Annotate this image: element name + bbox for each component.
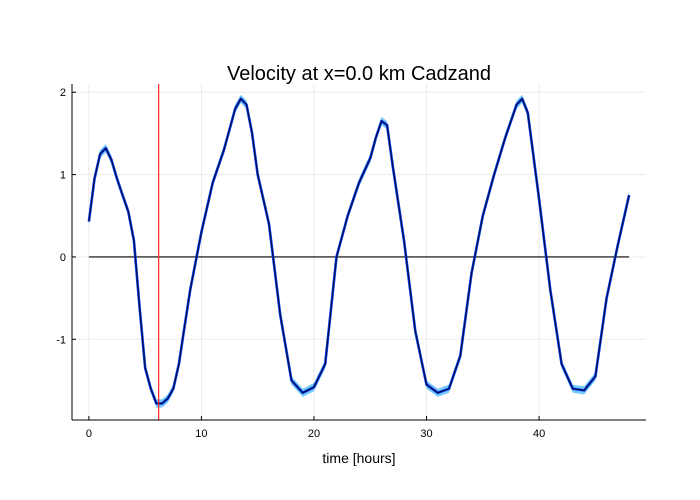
mean-line [88,98,630,404]
y-tick-label: 1 [60,170,66,182]
x-gridlines [88,84,540,420]
x-tick-label: 40 [533,428,545,440]
y-tick-labels: -1 0 1 2 [56,87,76,346]
y-tick-label: -1 [56,334,66,346]
x-tick-labels: 0 10 20 30 40 [86,416,545,440]
series-layer [87,97,631,405]
y-tick-label: 2 [60,87,66,99]
x-tick-label: 10 [195,428,207,440]
x-tick-label: 30 [420,428,432,440]
x-tick-label: 0 [86,428,92,440]
chart-title: Velocity at x=0.0 km Cadzand [227,63,491,85]
y-tick-label: 0 [60,252,66,264]
x-tick-label: 20 [308,428,320,440]
x-axis-label: time [hours] [322,450,395,466]
